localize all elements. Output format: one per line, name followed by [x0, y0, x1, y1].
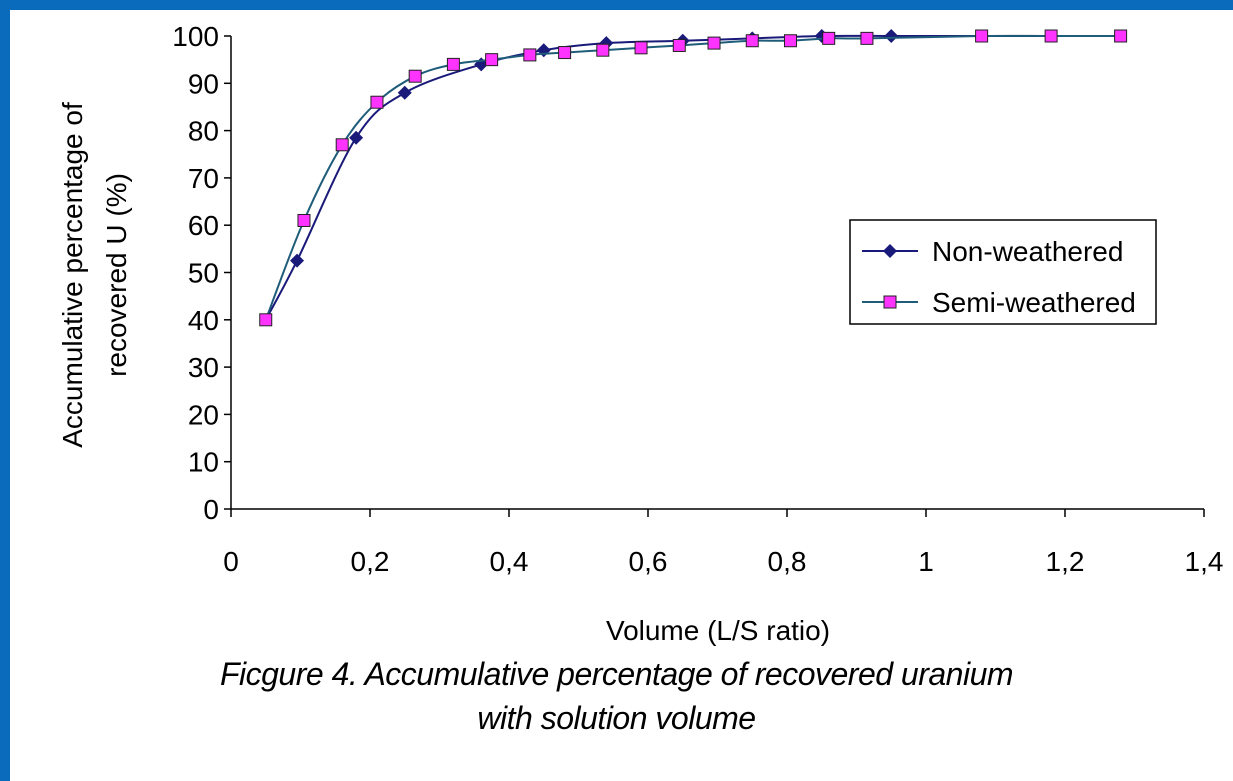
- y-tick-label: 100: [172, 21, 219, 52]
- data-point-semi-weathered: [745, 34, 759, 48]
- y-tick-label: 10: [188, 447, 219, 478]
- figure-caption: Ficgure 4. Accumulative percentage of re…: [0, 652, 1233, 740]
- line-chart: 0 10 20 30 40 50 60 70 80 90 100 0 0,2 0,4 0,6 0,8 1 1,2…: [57, 21, 1224, 646]
- legend: Non-weathered Semi-weathered: [849, 219, 1157, 325]
- caption-line-2: with solution volume: [477, 700, 756, 736]
- x-tick-label: 0,2: [351, 546, 390, 577]
- data-point-semi-weathered: [370, 95, 384, 109]
- y-tick-label: 60: [188, 210, 219, 241]
- data-point-semi-weathered: [783, 34, 797, 48]
- data-point-semi-weathered: [822, 31, 836, 45]
- x-tick-label: 0: [223, 546, 239, 577]
- data-point-non-weathered: [884, 29, 899, 43]
- legend-marker-semi-weathered: [883, 295, 897, 309]
- data-point-semi-weathered: [485, 53, 499, 67]
- data-point-semi-weathered: [523, 48, 537, 62]
- legend-box: [849, 219, 1157, 325]
- data-point-semi-weathered: [408, 69, 422, 83]
- y-tick-label: 0: [203, 494, 219, 525]
- x-axis-label: Volume (L/S ratio): [606, 615, 830, 646]
- y-axis-label-line2: recovered U (%): [101, 173, 132, 377]
- x-tick-label: 1: [918, 546, 934, 577]
- y-tick-label: 40: [188, 305, 219, 336]
- data-point-semi-weathered: [707, 36, 721, 50]
- plot-area: [259, 29, 1128, 327]
- data-point-non-weathered: [290, 253, 305, 268]
- data-point-semi-weathered: [335, 138, 349, 152]
- data-point-semi-weathered: [596, 43, 610, 57]
- data-point-semi-weathered: [975, 29, 989, 43]
- x-tick-label: 1,4: [1185, 546, 1224, 577]
- data-point-semi-weathered: [1114, 29, 1128, 43]
- legend-label-non-weathered: Non-weathered: [932, 236, 1123, 267]
- series-semi-weathered: [259, 29, 1128, 327]
- data-point-semi-weathered: [672, 38, 686, 52]
- legend-label-semi-weathered: Semi-weathered: [932, 287, 1136, 318]
- slide-background: [10, 10, 1233, 781]
- x-axis: 0 0,2 0,4 0,6 0,8 1 1,2 1,4: [223, 508, 1224, 577]
- data-point-semi-weathered: [1044, 29, 1058, 43]
- x-tick-label: 0,8: [768, 546, 807, 577]
- x-tick-label: 1,2: [1046, 546, 1085, 577]
- data-point-semi-weathered: [297, 213, 311, 227]
- data-point-semi-weathered: [634, 41, 648, 55]
- data-point-semi-weathered: [446, 57, 460, 71]
- data-point-semi-weathered: [860, 31, 874, 45]
- data-point-non-weathered: [349, 130, 364, 145]
- y-tick-label: 30: [188, 352, 219, 383]
- y-tick-label: 20: [188, 399, 219, 430]
- x-tick-label: 0,6: [629, 546, 668, 577]
- data-point-semi-weathered: [259, 313, 273, 327]
- caption-line-1: Ficgure 4. Accumulative percentage of re…: [219, 656, 1014, 692]
- y-tick-label: 90: [188, 68, 219, 99]
- y-tick-label: 80: [188, 116, 219, 147]
- y-tick-label: 50: [188, 258, 219, 289]
- y-axis-label-line1: Accumulative percentage of: [57, 102, 88, 448]
- data-point-non-weathered: [397, 85, 412, 100]
- y-tick-label: 70: [188, 163, 219, 194]
- x-tick-label: 0,4: [490, 546, 529, 577]
- legend-marker-non-weathered: [883, 244, 897, 258]
- data-point-semi-weathered: [558, 46, 572, 60]
- y-axis: 0 10 20 30 40 50 60 70 80 90 100: [172, 21, 232, 525]
